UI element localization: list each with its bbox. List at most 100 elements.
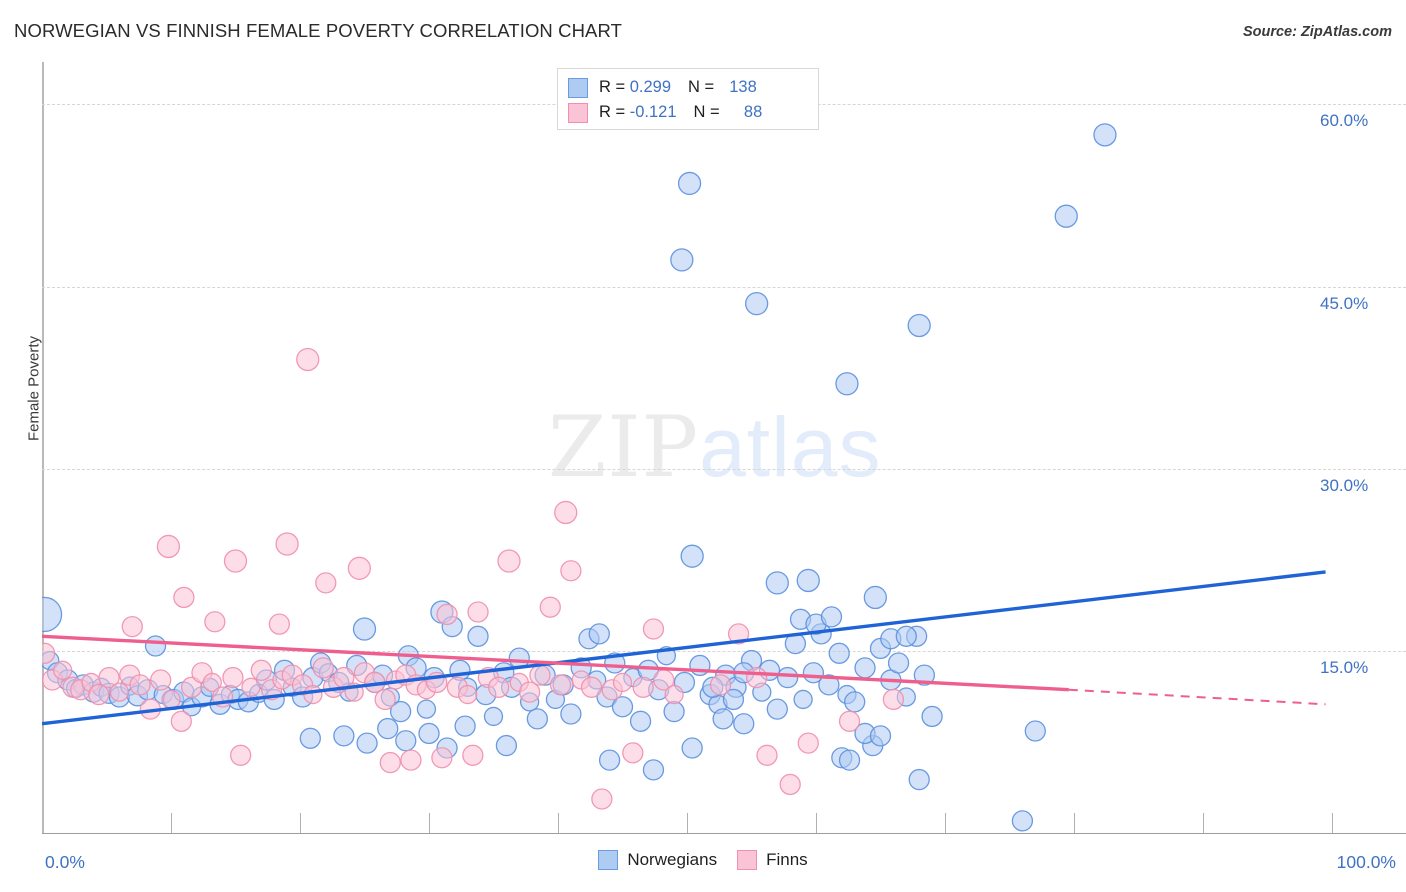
data-point bbox=[680, 544, 704, 568]
data-point bbox=[98, 666, 120, 689]
data-point bbox=[629, 710, 652, 732]
data-point bbox=[250, 659, 272, 681]
series-swatch-norwegians bbox=[598, 850, 619, 870]
data-point bbox=[462, 744, 484, 766]
data-point bbox=[144, 635, 167, 657]
data-point bbox=[908, 768, 930, 791]
data-point bbox=[727, 623, 750, 645]
data-point bbox=[529, 664, 551, 686]
data-point bbox=[1011, 810, 1034, 832]
x-axis-max-label: 100.0% bbox=[1336, 852, 1396, 872]
data-point bbox=[796, 568, 820, 593]
data-point bbox=[745, 291, 769, 316]
data-point bbox=[907, 313, 931, 338]
correlation-stats-legend: R = 0.299 N = 138 R = -0.121 N = 88 bbox=[557, 68, 819, 130]
data-point bbox=[756, 744, 778, 766]
series-legend-item-finns[interactable]: Finns bbox=[737, 850, 808, 870]
data-point bbox=[820, 606, 843, 628]
data-point bbox=[1054, 204, 1078, 228]
data-point bbox=[109, 682, 130, 702]
trend-line-norwegians bbox=[42, 570, 1326, 726]
x-axis-tick bbox=[1203, 813, 1205, 833]
source-attribution: Source: ZipAtlas.com bbox=[1242, 24, 1392, 40]
x-axis-tick bbox=[558, 813, 560, 833]
x-axis-tick bbox=[816, 813, 818, 833]
data-point bbox=[554, 500, 578, 525]
series-label-finns: Finns bbox=[766, 850, 808, 869]
data-point bbox=[818, 674, 840, 696]
data-point bbox=[632, 676, 654, 698]
data-point bbox=[431, 747, 453, 769]
data-point bbox=[746, 666, 768, 689]
x-axis-tick bbox=[300, 813, 302, 833]
data-point bbox=[395, 730, 417, 752]
data-point bbox=[793, 689, 813, 710]
data-point bbox=[560, 560, 582, 582]
data-point bbox=[356, 732, 378, 754]
gridline bbox=[42, 650, 1406, 652]
data-point bbox=[588, 623, 610, 645]
x-axis-min-label: 0.0% bbox=[45, 852, 85, 872]
data-point bbox=[436, 603, 458, 626]
data-point bbox=[722, 688, 745, 711]
stats-row-norwegians: R = 0.299 N = 138 bbox=[568, 75, 808, 100]
data-point bbox=[1093, 123, 1117, 147]
data-point bbox=[642, 759, 665, 781]
data-point bbox=[303, 684, 323, 705]
data-point bbox=[526, 708, 549, 730]
y-axis-tick-label: 15.0% bbox=[1320, 657, 1369, 677]
data-point bbox=[598, 749, 621, 771]
page-title: NORWEGIAN VS FINNISH FEMALE POVERTY CORR… bbox=[14, 20, 623, 41]
series-swatch-finns bbox=[737, 850, 758, 870]
data-point bbox=[400, 749, 422, 771]
data-point bbox=[612, 672, 633, 693]
data-point bbox=[539, 596, 561, 618]
data-point bbox=[765, 571, 789, 595]
x-axis-tick bbox=[1074, 813, 1076, 833]
r-value-norwegians: 0.299 bbox=[629, 78, 672, 96]
data-point bbox=[913, 664, 936, 686]
data-point bbox=[202, 672, 222, 693]
data-point bbox=[677, 171, 702, 196]
data-point bbox=[377, 717, 399, 740]
data-point bbox=[222, 666, 244, 689]
stats-r-finns: R = -0.121 N = 88 bbox=[599, 103, 762, 122]
y-axis-tick-label: 60.0% bbox=[1320, 111, 1369, 131]
data-point bbox=[299, 727, 321, 749]
data-point bbox=[42, 596, 63, 633]
data-point bbox=[863, 585, 887, 610]
data-point bbox=[681, 737, 703, 759]
trend-line-finns-extrapolated bbox=[1068, 688, 1326, 706]
data-point bbox=[374, 688, 396, 711]
data-point bbox=[150, 669, 172, 691]
y-axis-line bbox=[42, 62, 44, 834]
data-point bbox=[230, 744, 252, 766]
stats-r-norwegians: R = 0.299 N = 138 bbox=[599, 78, 757, 97]
n-label-norwegians: N = bbox=[688, 78, 719, 96]
data-point bbox=[844, 691, 866, 713]
y-axis-tick-label: 45.0% bbox=[1320, 293, 1369, 313]
stats-swatch-norwegians bbox=[568, 77, 588, 98]
data-point bbox=[797, 732, 819, 754]
data-point bbox=[663, 700, 685, 723]
data-point bbox=[580, 676, 603, 698]
series-legend-item-norwegians[interactable]: Norwegians bbox=[598, 850, 717, 870]
data-point bbox=[495, 734, 518, 757]
data-point bbox=[296, 347, 320, 372]
x-axis-tick bbox=[687, 813, 689, 833]
series-points-finns bbox=[42, 347, 905, 810]
data-point bbox=[518, 681, 541, 703]
data-point bbox=[560, 703, 582, 725]
data-point bbox=[223, 549, 248, 573]
data-point bbox=[379, 751, 401, 774]
x-axis-tick bbox=[429, 813, 431, 833]
data-point bbox=[838, 749, 861, 771]
data-point bbox=[611, 696, 634, 718]
data-point bbox=[52, 660, 73, 680]
data-point bbox=[389, 700, 412, 723]
series-legend: Norwegians Finns bbox=[0, 850, 1406, 870]
data-point bbox=[854, 657, 876, 679]
n-value-finns: 88 bbox=[743, 103, 763, 121]
